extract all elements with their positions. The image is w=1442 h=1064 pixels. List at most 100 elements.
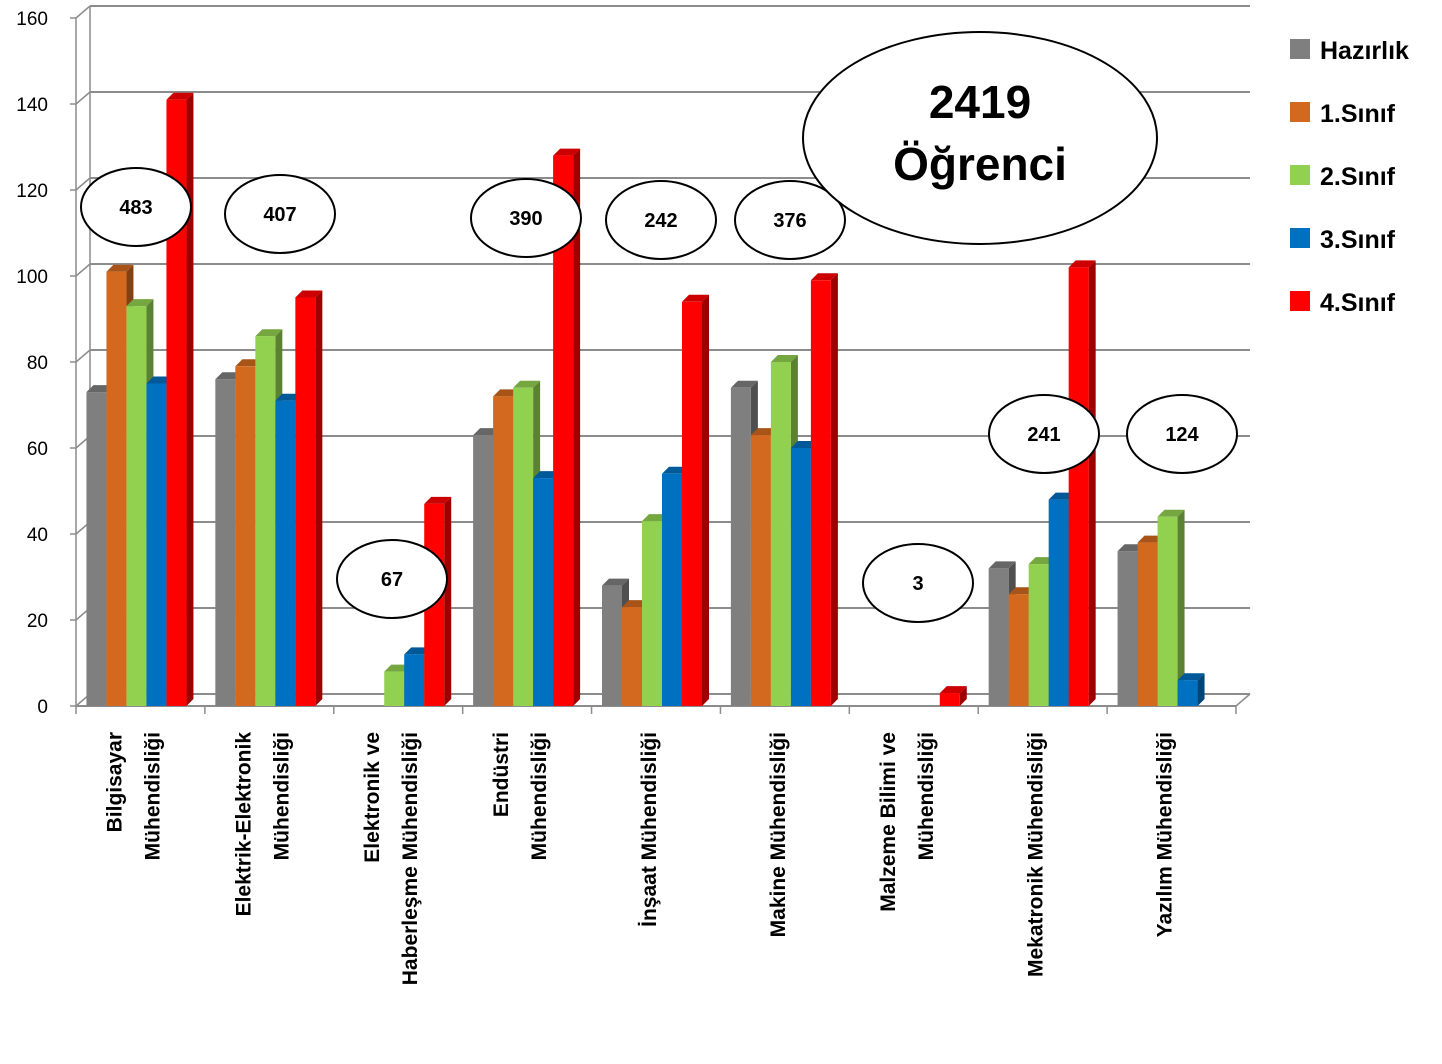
bar — [404, 654, 425, 706]
bar-top — [682, 294, 709, 302]
x-tick-label: İnşaat Mühendisliği — [638, 732, 661, 927]
bar — [275, 400, 296, 706]
bar-top — [255, 329, 283, 337]
total-bubble — [862, 543, 974, 623]
x-tick-label: Mühendisliği — [915, 732, 938, 860]
x-tick-label: Endüstri — [490, 732, 513, 817]
bar-side — [573, 148, 581, 707]
bar — [622, 607, 642, 706]
bar — [642, 521, 662, 706]
bar-side — [186, 92, 194, 706]
bar — [126, 306, 147, 706]
x-tick-label: Malzeme Bilimi ve — [877, 732, 900, 912]
axes: 0 20 40 60 80 100 120 140 160 Bilgisayar Mühendisl… — [16, 6, 1251, 985]
bar — [1008, 594, 1029, 706]
bar-top — [770, 355, 798, 362]
bar-side — [444, 496, 452, 706]
x-tick-label: Mühendisliği — [528, 732, 551, 860]
legend-label: 2.Sınıf — [1320, 163, 1396, 191]
bar — [513, 387, 534, 706]
x-tick-label: Bilgisayar — [103, 732, 126, 832]
bar — [770, 362, 791, 706]
legend-swatch — [1290, 291, 1310, 311]
bar — [86, 392, 107, 706]
total-bubble-label: 124 — [1165, 424, 1199, 446]
y-tick-label: 40 — [27, 525, 48, 546]
bar — [1157, 516, 1178, 706]
total-bubble-label: 241 — [1027, 424, 1060, 446]
total-bubble — [605, 180, 717, 260]
total-bubble-label: 3 — [912, 573, 923, 595]
bar-top — [1068, 260, 1096, 268]
bar — [730, 387, 751, 706]
bar-top — [810, 273, 838, 281]
grand-total-ellipse — [802, 31, 1158, 245]
bar — [384, 671, 405, 706]
bar-side — [959, 686, 967, 706]
bar — [939, 693, 960, 706]
legend-swatch — [1290, 165, 1310, 185]
total-bubble-label: 67 — [381, 569, 403, 591]
bar-side — [702, 294, 709, 706]
bar-top — [730, 380, 758, 388]
bar-top — [988, 561, 1016, 569]
legend-label: 1.Sınıf — [1320, 100, 1396, 128]
y-tick-label: 60 — [27, 439, 48, 460]
bar-top — [602, 578, 629, 586]
bar-top — [424, 496, 452, 504]
bar — [1028, 564, 1049, 706]
x-tick-label: Makine Mühendisliği — [767, 732, 790, 937]
floor-edge — [1235, 693, 1251, 707]
x-tick-label: Yazılım Mühendisliği — [1154, 732, 1177, 937]
bar — [235, 366, 256, 706]
legend-label: Hazırlık — [1320, 37, 1409, 65]
bar-top — [126, 299, 154, 307]
bar-top — [166, 92, 194, 100]
x-tick-label: Haberleşme Mühendisliği — [399, 732, 422, 985]
legend-label: 3.Sınıf — [1320, 226, 1396, 254]
gridline-connector — [75, 349, 91, 363]
total-bubble — [336, 539, 448, 619]
total-bubble-label: 483 — [119, 197, 152, 219]
bar — [682, 301, 702, 706]
total-bubble — [734, 180, 846, 260]
total-bubbles: 483 407 67 390 242 376 3 241 124 — [80, 167, 1238, 623]
bar — [295, 297, 316, 706]
total-bubble — [224, 174, 336, 254]
bar-top — [939, 686, 967, 694]
x-tick-label: Elektronik ve — [361, 732, 384, 863]
legend-swatch — [1290, 39, 1310, 59]
bar-top — [553, 148, 581, 156]
bar — [255, 336, 276, 706]
legend-swatch — [1290, 228, 1310, 248]
bar — [553, 155, 574, 707]
bar — [810, 280, 831, 706]
legend-swatch — [1290, 102, 1310, 122]
bar-top — [1157, 509, 1185, 517]
total-bubble-label: 376 — [773, 210, 806, 232]
total-bubble-label: 390 — [509, 208, 542, 230]
legend: Hazırlık 1.Sınıf 2.Sınıf 3.Sınıf 4.Sınıf — [1290, 37, 1409, 317]
bar — [1137, 542, 1158, 706]
total-bubble — [470, 178, 582, 258]
y-tick-label: 0 — [37, 697, 48, 718]
y-tick-label: 160 — [16, 9, 48, 30]
bar — [662, 473, 682, 706]
total-bubble — [80, 167, 192, 247]
total-bubble-label: 407 — [263, 204, 296, 226]
grand-total-count: 2419 — [929, 76, 1031, 128]
bar-top — [295, 290, 323, 298]
bar — [146, 383, 167, 706]
legend-label: 4.Sınıf — [1320, 289, 1396, 317]
x-tick-label: Mühendisliği — [141, 732, 164, 860]
bar-side — [1088, 260, 1096, 706]
total-bubble — [988, 394, 1100, 474]
bar — [215, 379, 236, 706]
gridline-connector — [75, 177, 91, 191]
bar-top — [106, 264, 134, 272]
bar-side — [315, 290, 323, 706]
bar — [473, 435, 494, 706]
grand-total-label: Öğrenci — [893, 138, 1067, 190]
gridline-connector — [75, 263, 91, 277]
